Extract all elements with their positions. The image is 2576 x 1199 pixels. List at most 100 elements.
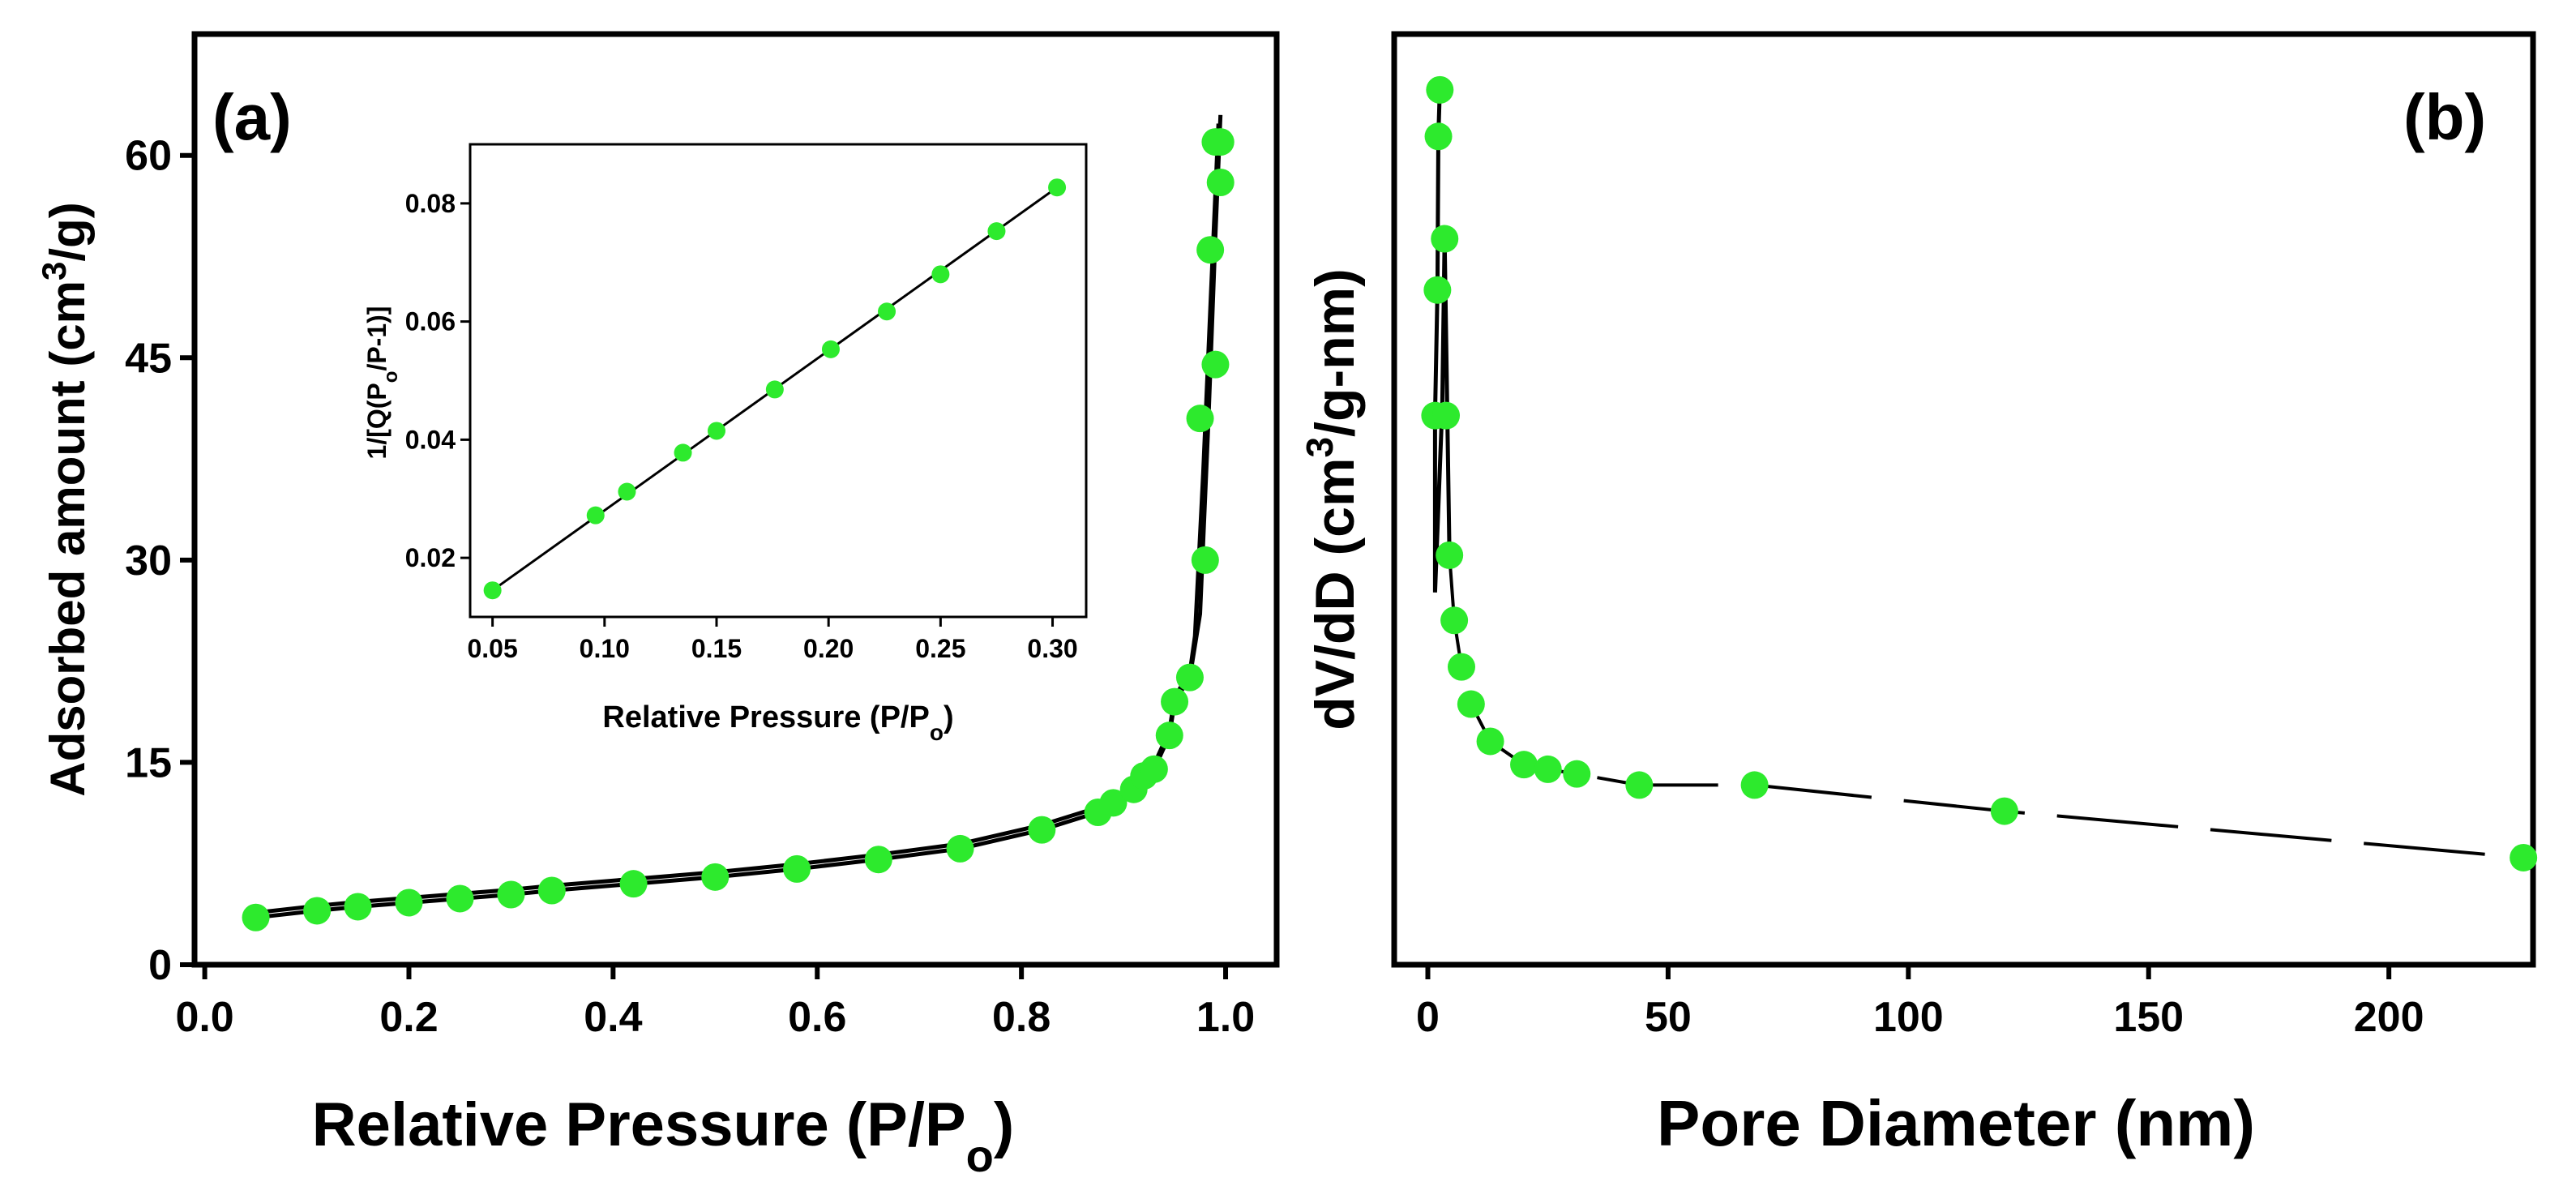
inset-point xyxy=(878,302,896,321)
panel-b-point xyxy=(1432,401,1461,430)
panel-a-point xyxy=(344,893,372,921)
panel-b-point xyxy=(2510,843,2538,871)
inset-point xyxy=(618,482,636,501)
inset-point xyxy=(586,506,605,525)
panel-b-point xyxy=(1447,653,1475,681)
panel-a-data-points xyxy=(242,128,1235,931)
distribution-steep-segment xyxy=(1432,89,1452,593)
inset-point xyxy=(821,340,840,358)
isotherm-panel: 0.0 0.2 0.4 0.6 0.8 1.0 0 15 30 45 60 (a) Relative… xyxy=(35,31,1280,1181)
inset-y-tick-label: 0.06 xyxy=(405,307,456,336)
panel-b-distribution-curve xyxy=(1432,89,2524,859)
panel-a-point xyxy=(1191,546,1219,574)
panel-a-point xyxy=(1140,755,1168,783)
panel-a-point xyxy=(446,884,474,913)
panel-a-point xyxy=(1196,236,1225,264)
inset-x-tick-label: 0.15 xyxy=(691,634,742,663)
inset-x-tick-label: 0.05 xyxy=(467,634,517,663)
panel-a-y-tick-label: 0 xyxy=(148,942,172,989)
panel-a-ticks: 0.0 0.2 0.4 0.6 0.8 1.0 0 15 30 45 60 xyxy=(125,133,1255,1041)
panel-a-point xyxy=(619,870,648,898)
panel-a-point xyxy=(303,897,332,925)
inset-point xyxy=(765,380,784,399)
panel-a-point xyxy=(701,863,730,891)
panel-a-x-tick-label: 0.2 xyxy=(379,994,438,1041)
distribution-tail-segment xyxy=(1448,555,2524,859)
inset-x-tick-label: 0.10 xyxy=(580,634,630,663)
inset-y-tick-label: 0.02 xyxy=(405,543,456,572)
panel-b-point xyxy=(1740,771,1769,799)
panel-a-y-tick-label: 45 xyxy=(125,335,172,382)
panel-b-point xyxy=(1990,797,2018,825)
panel-a-x-tick-label: 1.0 xyxy=(1196,994,1255,1041)
panel-a-x-tick-label: 0.0 xyxy=(175,994,233,1041)
panel-a-point xyxy=(537,876,566,905)
panel-b-point xyxy=(1534,755,1562,783)
inset-point xyxy=(708,422,725,440)
panel-b-y-axis-label: dV/dD (cm3/g-nm) xyxy=(1299,268,1366,730)
panel-b-x-tick-label: 100 xyxy=(1873,994,1944,1041)
panel-a-y-tick-label: 60 xyxy=(125,133,172,180)
panel-a-point xyxy=(1028,816,1056,844)
panel-b-point xyxy=(1476,727,1504,756)
inset-point xyxy=(483,581,502,600)
panel-a-point xyxy=(1161,687,1189,716)
panel-a-point xyxy=(1206,128,1235,156)
inset-x-tick-label: 0.30 xyxy=(1027,634,1077,663)
panel-a-point xyxy=(1099,789,1128,817)
inset-point xyxy=(674,443,692,462)
panel-a-point xyxy=(497,880,525,909)
inset-y-tick-label: 0.04 xyxy=(405,425,456,454)
inset-x-tick-label: 0.25 xyxy=(915,634,965,663)
inset-frame xyxy=(469,143,1088,619)
inset-x-axis-label: Relative Pressure (P/Po) xyxy=(602,700,953,745)
panel-b-x-tick-label: 200 xyxy=(2354,994,2424,1041)
panel-a-label: (a) xyxy=(212,81,292,153)
panel-a-y-tick-label: 15 xyxy=(125,739,172,786)
panel-b-point xyxy=(1510,751,1538,779)
inset-data-points xyxy=(483,178,1067,600)
panel-a-x-axis-label: Relative Pressure (P/Po) xyxy=(312,1090,1014,1181)
panel-a-frame xyxy=(191,31,1280,968)
bet-inset: 0.05 0.10 0.15 0.20 0.25 0.30 0.02 0.04 0.06 0.08… xyxy=(362,143,1088,745)
panel-a-point xyxy=(395,889,423,917)
panel-b-point xyxy=(1426,75,1454,104)
panel-a-point xyxy=(1175,663,1204,692)
panel-a-y-tick-label: 30 xyxy=(125,537,172,585)
panel-a-point xyxy=(242,903,270,931)
panel-b-point xyxy=(1431,225,1459,253)
panel-b-point xyxy=(1424,122,1453,151)
panel-b-x-tick-label: 50 xyxy=(1645,994,1692,1041)
panel-b-point xyxy=(1625,771,1654,799)
panel-b-point xyxy=(1440,606,1469,635)
panel-b-ticks: 0 50 100 150 200 xyxy=(1416,965,2424,1041)
panel-a-point xyxy=(1155,722,1183,750)
panel-b-frame xyxy=(1391,31,2536,968)
panel-b-label: (b) xyxy=(2403,81,2486,153)
panel-b-x-tick-label: 150 xyxy=(2113,994,2184,1041)
panel-a-point xyxy=(1201,350,1230,379)
inset-y-axis-label: 1/[Q(Po/P-1)] xyxy=(362,306,402,460)
inset-point xyxy=(987,222,1006,241)
inset-x-tick-label: 0.20 xyxy=(803,634,854,663)
panel-a-point xyxy=(1186,405,1214,433)
panel-a-x-tick-label: 0.8 xyxy=(992,994,1051,1041)
inset-point xyxy=(931,265,950,284)
panel-a-point xyxy=(1206,169,1235,197)
inset-ticks: 0.05 0.10 0.15 0.20 0.25 0.30 0.02 0.04 0.06 0.08 xyxy=(405,189,1078,663)
panel-b-point xyxy=(1423,276,1452,304)
panel-b-data-points xyxy=(1421,75,2538,871)
inset-point xyxy=(1048,178,1067,197)
panel-a-x-tick-label: 0.6 xyxy=(788,994,846,1041)
panel-b-point xyxy=(1563,760,1591,788)
inset-y-tick-label: 0.08 xyxy=(405,189,456,218)
panel-a-point xyxy=(864,846,892,874)
panel-a-point xyxy=(783,854,811,883)
panel-b-point xyxy=(1436,541,1464,569)
panel-a-x-tick-label: 0.4 xyxy=(584,994,642,1041)
panel-b-x-axis-label: Pore Diameter (nm) xyxy=(1657,1087,2255,1159)
panel-a-point xyxy=(946,834,974,863)
pore-distribution-panel: 0 50 100 150 200 (b) Pore Diameter (nm) dV/d… xyxy=(1299,31,2538,1159)
panel-b-point xyxy=(1457,690,1485,718)
